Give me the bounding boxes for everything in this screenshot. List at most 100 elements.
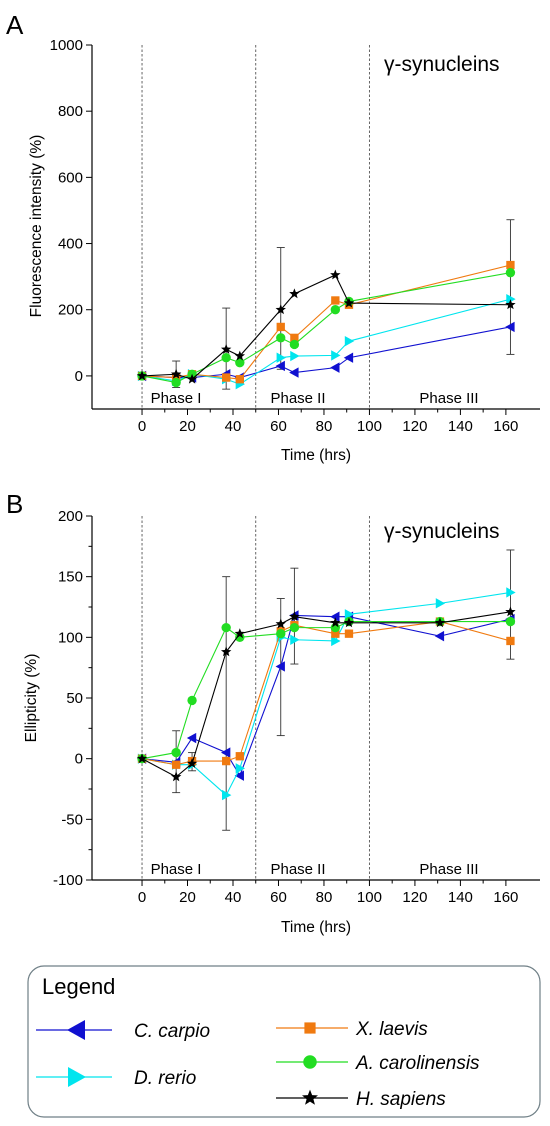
- panel-a-point-h-sapiens: [343, 297, 355, 308]
- panel-a-phase-2-label: Phase II: [270, 390, 325, 407]
- panel-a-point-x-laevis: [290, 333, 299, 343]
- panel-a-y-axis-label: Fluorescence intensity (%): [28, 135, 45, 318]
- panel-b-x-tick-label: 40: [225, 889, 242, 906]
- legend: Legend C. carpio D. rerio X. laevis A. caro…: [27, 965, 541, 1118]
- panel-a-point-h-sapiens: [170, 368, 182, 379]
- legend-marker-h-sapiens: [302, 1089, 318, 1105]
- panel-a-point-x-laevis: [331, 296, 340, 305]
- panel-a-point-d-rerio: [331, 350, 341, 361]
- panel-b-point-d-rerio: [222, 789, 232, 801]
- panel-b-y-tick-label: 0: [75, 751, 83, 768]
- panel-b-series-h-sapiens: [136, 606, 516, 782]
- panel-b-point-d-rerio: [235, 763, 246, 774]
- panel-b-point-a-carolinensis: [505, 616, 516, 627]
- panel-a: A γ-synucleins Time (hrs) Fluorescence i…: [6, 10, 540, 464]
- panel-a-point-d-rerio: [344, 335, 355, 347]
- panel-b-phase-3-label: Phase III: [419, 861, 478, 878]
- panel-a-error-bar: [506, 219, 515, 355]
- panel-a-series-a-carolinensis: [137, 267, 516, 388]
- panel-a-title: γ-synucleins: [384, 53, 500, 76]
- panel-a-point-h-sapiens: [330, 269, 341, 280]
- legend-label-h-sapiens: H. sapiens: [356, 1089, 446, 1110]
- panel-b-point-x-laevis: [222, 756, 231, 766]
- legend-label-a-carolinensis: A. carolinensis: [355, 1053, 480, 1074]
- panel-a-point-x-laevis: [506, 260, 515, 270]
- panel-b-point-d-rerio: [331, 635, 341, 647]
- panel-b-point-a-carolinensis: [276, 629, 286, 639]
- panel-b-point-h-sapiens: [186, 758, 198, 768]
- panel-b-y-tick-label: 50: [66, 690, 83, 707]
- panel-a-point-h-sapiens: [505, 299, 516, 310]
- panel-a-series-h-sapiens: [136, 269, 516, 384]
- panel-b-point-c-carpio: [275, 661, 285, 672]
- panel-b-line-c-carpio: [141, 614, 511, 777]
- legend-marker-d-rerio: [68, 1067, 86, 1087]
- panel-a-point-x-laevis: [235, 375, 244, 384]
- panel-a-label: A: [6, 10, 24, 40]
- panel-b: B γ-synucleins Time (hrs) Ellipticity (%…: [6, 489, 540, 936]
- panel-a-x-tick-label: 80: [316, 418, 333, 435]
- panel-b-y-axis-label: Ellipticity (%): [23, 654, 40, 743]
- panel-a-y-tick-label: 200: [58, 302, 83, 319]
- panel-b-series-c-carpio: [136, 610, 515, 781]
- panel-b-x-tick-label: 120: [402, 889, 427, 906]
- panel-b-point-h-sapiens: [289, 611, 300, 622]
- legend-entry-c-carpio: C. carpio: [36, 1020, 210, 1042]
- panel-b-point-h-sapiens: [136, 753, 148, 764]
- panel-b-point-d-rerio: [435, 598, 446, 609]
- panel-b-error-bar: [222, 576, 231, 831]
- panel-a-x-tick-label: 100: [357, 418, 382, 435]
- panel-b-x-tick-label: 20: [179, 889, 196, 906]
- panel-b-series-x-laevis: [137, 617, 515, 769]
- legend-box: [27, 965, 541, 1118]
- panel-b-x-tick-label: 160: [493, 889, 518, 906]
- panel-b-point-a-carolinensis: [221, 622, 231, 633]
- panel-a-line-c-carpio: [142, 326, 511, 379]
- panel-a-y-tick-label: 600: [58, 169, 83, 186]
- panel-a-point-h-sapiens: [275, 304, 286, 315]
- panel-a-point-h-sapiens: [234, 350, 246, 361]
- panel-b-title: γ-synucleins: [384, 520, 500, 543]
- panel-b-point-c-carpio: [186, 732, 197, 744]
- panel-a-point-a-carolinensis: [235, 357, 245, 368]
- panel-a-x-axis-label: Time (hrs): [281, 447, 351, 464]
- panel-b-x-tick-label: 60: [270, 889, 287, 906]
- panel-b-phase-2-label: Phase II: [270, 861, 325, 878]
- panel-a-y-tick-label: 800: [58, 103, 83, 120]
- panel-b-point-h-sapiens: [434, 617, 446, 628]
- panel-a-point-c-carpio: [330, 362, 340, 373]
- panel-b-label: B: [6, 489, 23, 519]
- panel-b-point-h-sapiens: [505, 606, 516, 617]
- legend-marker-a-carolinensis: [303, 1055, 317, 1069]
- panel-b-plot: 0 20 40 60 80 100 120 140 160 -100 -50 0 50 100 150 200: [53, 508, 540, 906]
- legend-entry-h-sapiens: H. sapiens: [276, 1089, 446, 1110]
- panel-a-point-h-sapiens: [220, 343, 232, 354]
- panel-a-line-x-laevis: [142, 264, 511, 380]
- panel-b-point-h-sapiens: [343, 617, 355, 628]
- panel-b-point-x-laevis: [171, 760, 181, 769]
- panel-a-point-a-carolinensis: [505, 267, 516, 278]
- legend-items: C. carpio D. rerio X. laevis A. carolinensi…: [36, 1019, 480, 1110]
- panel-a-x-tick-label: 120: [402, 418, 427, 435]
- panel-b-x-axis-label: Time (hrs): [281, 919, 351, 936]
- panel-a-point-a-carolinensis: [221, 353, 231, 363]
- legend-entry-x-laevis: X. laevis: [276, 1019, 428, 1040]
- panel-b-point-a-carolinensis: [171, 747, 181, 758]
- panel-a-point-h-sapiens: [289, 288, 300, 299]
- legend-entry-d-rerio: D. rerio: [36, 1067, 196, 1089]
- panel-b-point-c-carpio: [330, 611, 340, 622]
- panel-a-point-c-carpio: [275, 360, 285, 372]
- panel-a-x-tick-label: 60: [270, 418, 287, 435]
- panel-b-x-tick-label: 140: [448, 889, 473, 906]
- panel-a-phase-1-label: Phase I: [151, 390, 202, 407]
- panel-a-point-x-laevis: [222, 373, 231, 382]
- panel-b-point-d-rerio: [290, 634, 300, 645]
- panel-a-line-a-carolinensis: [141, 272, 511, 384]
- legend-marker-c-carpio: [67, 1020, 85, 1040]
- panel-a-plot: 0 20 40 60 80 100 120 140 160 0 200 400 600 800 1000: [50, 37, 540, 435]
- panel-b-series-d-rerio: [137, 587, 516, 801]
- panel-b-y-tick-label: 100: [58, 629, 83, 646]
- panel-b-point-x-laevis: [344, 629, 354, 638]
- panel-b-point-c-carpio: [220, 747, 231, 758]
